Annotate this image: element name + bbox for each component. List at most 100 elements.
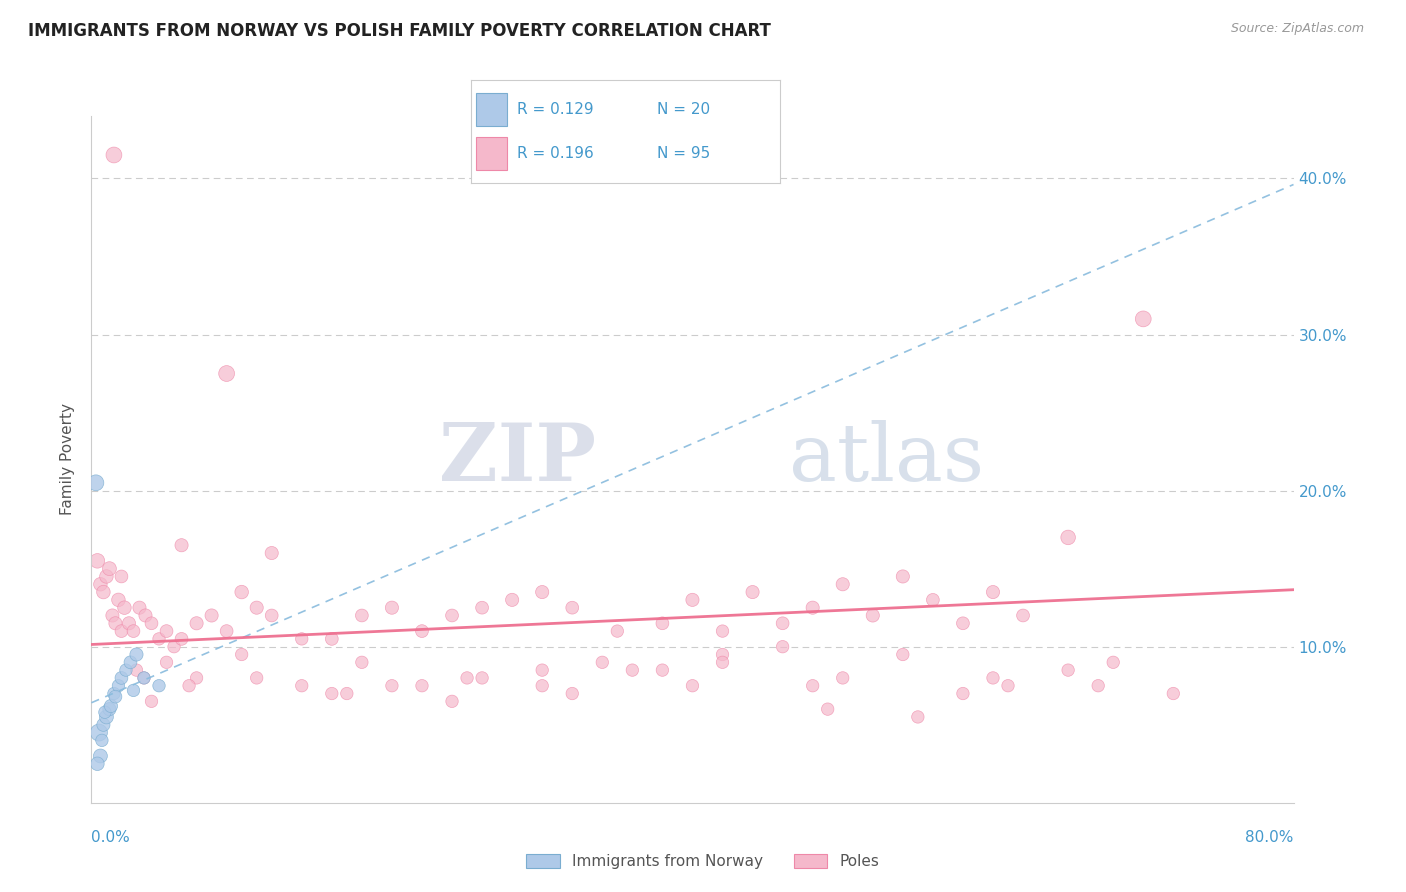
Legend: Immigrants from Norway, Poles: Immigrants from Norway, Poles: [520, 847, 886, 875]
Point: [90, 733, 112, 747]
Point: [93, 717, 115, 731]
Bar: [475, 93, 506, 127]
Point: [84, 475, 107, 490]
Point: [801, 679, 824, 693]
Point: [96, 710, 118, 724]
Point: [103, 148, 125, 162]
Point: [1102, 655, 1125, 669]
Point: [170, 538, 193, 552]
Point: [621, 663, 644, 677]
Point: [132, 671, 155, 685]
Point: [186, 671, 208, 685]
Point: [110, 569, 132, 583]
Point: [922, 593, 945, 607]
Point: [772, 640, 794, 654]
Point: [231, 648, 253, 662]
Point: [118, 616, 141, 631]
Bar: [475, 136, 506, 170]
Point: [441, 694, 464, 708]
Point: [441, 608, 464, 623]
Point: [98, 562, 121, 576]
Point: [381, 679, 404, 693]
Point: [411, 624, 433, 639]
Point: [531, 679, 554, 693]
Point: [122, 683, 145, 698]
Point: [132, 671, 155, 685]
Point: [471, 600, 494, 615]
Point: [120, 655, 142, 669]
Text: 80.0%: 80.0%: [1246, 830, 1294, 845]
Point: [114, 600, 136, 615]
Point: [122, 624, 145, 639]
Point: [981, 671, 1004, 685]
Point: [381, 600, 404, 615]
Point: [98, 702, 121, 716]
Point: [651, 663, 673, 677]
Point: [125, 648, 148, 662]
Point: [711, 648, 734, 662]
Point: [89, 577, 111, 591]
Point: [100, 699, 122, 714]
Point: [817, 702, 839, 716]
Point: [501, 593, 523, 607]
Point: [141, 694, 163, 708]
Point: [801, 600, 824, 615]
Point: [456, 671, 478, 685]
Point: [186, 616, 208, 631]
Point: [336, 687, 359, 701]
Point: [907, 710, 929, 724]
Point: [1087, 679, 1109, 693]
Point: [155, 624, 177, 639]
Point: [952, 616, 974, 631]
Point: [87, 725, 110, 739]
Point: [1161, 687, 1184, 701]
Point: [291, 632, 314, 646]
Point: [681, 679, 703, 693]
Point: [772, 616, 794, 631]
Text: 0.0%: 0.0%: [91, 830, 131, 845]
Point: [1057, 663, 1080, 677]
Point: [89, 749, 111, 764]
Point: [997, 679, 1019, 693]
Point: [86, 554, 108, 568]
Point: [651, 616, 673, 631]
Point: [115, 663, 138, 677]
Y-axis label: Family Poverty: Family Poverty: [60, 403, 76, 516]
Point: [561, 687, 583, 701]
Point: [128, 600, 150, 615]
Point: [215, 367, 238, 381]
Point: [177, 679, 200, 693]
Point: [321, 687, 343, 701]
Point: [94, 705, 117, 719]
Point: [93, 585, 115, 599]
Point: [148, 632, 170, 646]
Point: [711, 624, 734, 639]
Point: [246, 600, 269, 615]
Point: [155, 655, 177, 669]
Point: [952, 687, 974, 701]
Point: [1012, 608, 1035, 623]
Point: [606, 624, 628, 639]
Text: R = 0.196: R = 0.196: [517, 145, 595, 161]
Point: [321, 632, 343, 646]
Point: [981, 585, 1004, 599]
Point: [711, 655, 734, 669]
Text: R = 0.129: R = 0.129: [517, 102, 593, 117]
Point: [86, 756, 108, 771]
Text: IMMIGRANTS FROM NORWAY VS POLISH FAMILY POVERTY CORRELATION CHART: IMMIGRANTS FROM NORWAY VS POLISH FAMILY …: [28, 22, 770, 40]
Point: [681, 593, 703, 607]
Point: [260, 608, 283, 623]
Point: [246, 671, 269, 685]
Point: [471, 671, 494, 685]
Point: [831, 577, 853, 591]
Point: [350, 608, 373, 623]
Point: [110, 671, 132, 685]
Point: [531, 663, 554, 677]
Point: [163, 640, 186, 654]
Point: [170, 632, 193, 646]
Point: [862, 608, 884, 623]
Point: [104, 690, 127, 704]
Point: [107, 593, 129, 607]
Text: Source: ZipAtlas.com: Source: ZipAtlas.com: [1230, 22, 1364, 36]
Text: atlas: atlas: [789, 420, 984, 499]
